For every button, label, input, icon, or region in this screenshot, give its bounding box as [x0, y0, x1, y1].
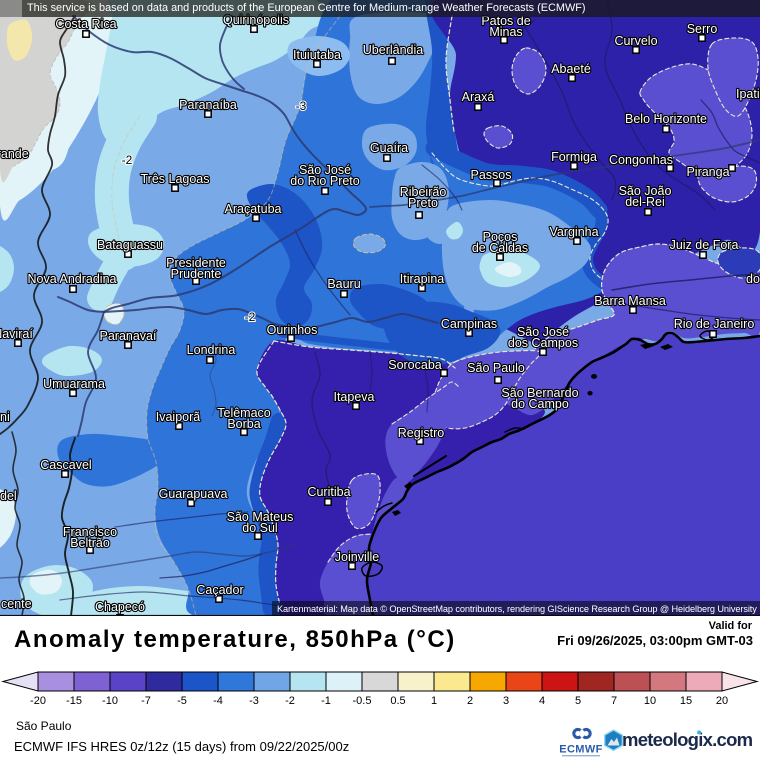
svg-text:Itapeva: Itapeva [333, 390, 374, 404]
svg-text:20: 20 [716, 695, 728, 707]
svg-text:-2: -2 [245, 310, 256, 324]
svg-text:Ivaiporã: Ivaiporã [156, 410, 201, 424]
svg-text:Beltrão: Beltrão [70, 536, 110, 550]
svg-text:15: 15 [680, 695, 692, 707]
svg-text:Caçador: Caçador [196, 583, 243, 597]
svg-text:Três Lagoas: Três Lagoas [140, 172, 209, 186]
svg-text:Naviraí: Naviraí [0, 327, 33, 341]
svg-text:5: 5 [575, 695, 581, 707]
svg-text:ni: ni [0, 410, 10, 424]
svg-text:Ipatin: Ipatin [736, 87, 760, 101]
svg-text:Guaíra: Guaíra [370, 141, 408, 155]
svg-text:-2: -2 [122, 153, 133, 167]
svg-text:Varginha: Varginha [549, 225, 598, 239]
svg-text:Nova Andradina: Nova Andradina [28, 272, 117, 286]
svg-text:-4: -4 [213, 695, 223, 707]
svg-text:Chapecó: Chapecó [95, 600, 145, 614]
svg-text:3: 3 [503, 695, 509, 707]
svg-text:Ituiutaba: Ituiutaba [293, 48, 341, 62]
svg-text:do Sul: do Sul [242, 521, 277, 535]
svg-text:Prudente: Prudente [171, 267, 222, 281]
svg-text:del: del [0, 489, 17, 503]
svg-text:7: 7 [611, 695, 617, 707]
svg-text:do Campo: do Campo [511, 397, 569, 411]
svg-text:Paranavaí: Paranavaí [100, 329, 158, 343]
svg-text:Formiga: Formiga [551, 150, 597, 164]
svg-text:Curvelo: Curvelo [614, 34, 657, 48]
svg-text:Cascavel: Cascavel [40, 458, 91, 472]
svg-text:meteologix.com: meteologix.com [622, 729, 753, 750]
svg-text:Presidente: Presidente [166, 256, 226, 270]
svg-text:Grande: Grande [0, 147, 29, 161]
svg-text:Itirapina: Itirapina [400, 272, 445, 286]
svg-text:-5: -5 [177, 695, 187, 707]
svg-text:dos Campos: dos Campos [508, 336, 578, 350]
svg-text:-10: -10 [102, 695, 118, 707]
svg-text:1: 1 [431, 695, 437, 707]
svg-text:Francisco: Francisco [63, 525, 117, 539]
svg-text:-20: -20 [30, 695, 46, 707]
svg-text:Curitiba: Curitiba [307, 485, 350, 499]
svg-text:-7: -7 [141, 695, 151, 707]
svg-text:Congonhas: Congonhas [609, 153, 673, 167]
svg-text:Sorocaba: Sorocaba [388, 358, 442, 372]
svg-text:Minas: Minas [489, 25, 522, 39]
svg-text:Bauru: Bauru [327, 277, 360, 291]
svg-text:-15: -15 [66, 695, 82, 707]
svg-text:-0.5: -0.5 [353, 695, 372, 707]
svg-text:-3: -3 [249, 695, 259, 707]
svg-text:Preto: Preto [408, 196, 438, 210]
svg-text:Paranaíba: Paranaíba [179, 98, 237, 112]
svg-text:Londrina: Londrina [187, 343, 236, 357]
svg-text:10: 10 [644, 695, 656, 707]
svg-text:Campinas: Campinas [441, 317, 497, 331]
svg-text:Piranga: Piranga [686, 165, 729, 179]
svg-text:Telêmaco: Telêmaco [217, 406, 271, 420]
svg-text:São Mateus: São Mateus [227, 510, 294, 524]
svg-text:Passos: Passos [471, 168, 512, 182]
svg-text:Poços: Poços [483, 230, 518, 244]
svg-text:São Bernardo: São Bernardo [501, 386, 578, 400]
svg-text:São João: São João [619, 184, 672, 198]
svg-text:Borba: Borba [227, 417, 260, 431]
svg-text:Ourinhos: Ourinhos [267, 323, 318, 337]
svg-text:Guarapuava: Guarapuava [159, 487, 228, 501]
svg-text:do Rio Preto: do Rio Preto [290, 174, 360, 188]
svg-text:4: 4 [539, 695, 545, 707]
svg-text:del-Rei: del-Rei [625, 195, 665, 209]
svg-text:Araxá: Araxá [462, 90, 495, 104]
svg-text:0.5: 0.5 [390, 695, 405, 707]
svg-text:Abaeté: Abaeté [551, 62, 591, 76]
svg-text:Araçatuba: Araçatuba [225, 202, 282, 216]
svg-text:de Caldas: de Caldas [472, 241, 528, 255]
svg-text:2: 2 [467, 695, 473, 707]
svg-text:São José: São José [299, 163, 351, 177]
svg-text:São Paulo: São Paulo [467, 361, 525, 375]
svg-text:São José: São José [517, 325, 569, 339]
svg-text:-3: -3 [296, 99, 307, 113]
svg-text:cente: cente [1, 597, 32, 611]
svg-text:Bataguassu: Bataguassu [97, 238, 163, 252]
svg-text:Ribeirão: Ribeirão [400, 185, 447, 199]
svg-text:Umuarama: Umuarama [43, 377, 105, 391]
svg-text:Registro: Registro [398, 426, 445, 440]
svg-text:ECMWF: ECMWF [559, 744, 603, 756]
svg-text:dos: dos [746, 272, 760, 286]
svg-text:Barra Mansa: Barra Mansa [594, 294, 666, 308]
svg-text:Belo Horizonte: Belo Horizonte [625, 112, 707, 126]
svg-text:Juiz de Fora: Juiz de Fora [670, 238, 739, 252]
svg-text:Costa Rica: Costa Rica [55, 17, 116, 31]
svg-text:-1: -1 [321, 695, 331, 707]
svg-text:-2: -2 [285, 695, 295, 707]
svg-text:Rio de Janeiro: Rio de Janeiro [674, 317, 755, 331]
svg-text:Joinville: Joinville [335, 550, 380, 564]
svg-text:Serro: Serro [687, 22, 718, 36]
svg-text:Uberlândia: Uberlândia [363, 43, 424, 57]
